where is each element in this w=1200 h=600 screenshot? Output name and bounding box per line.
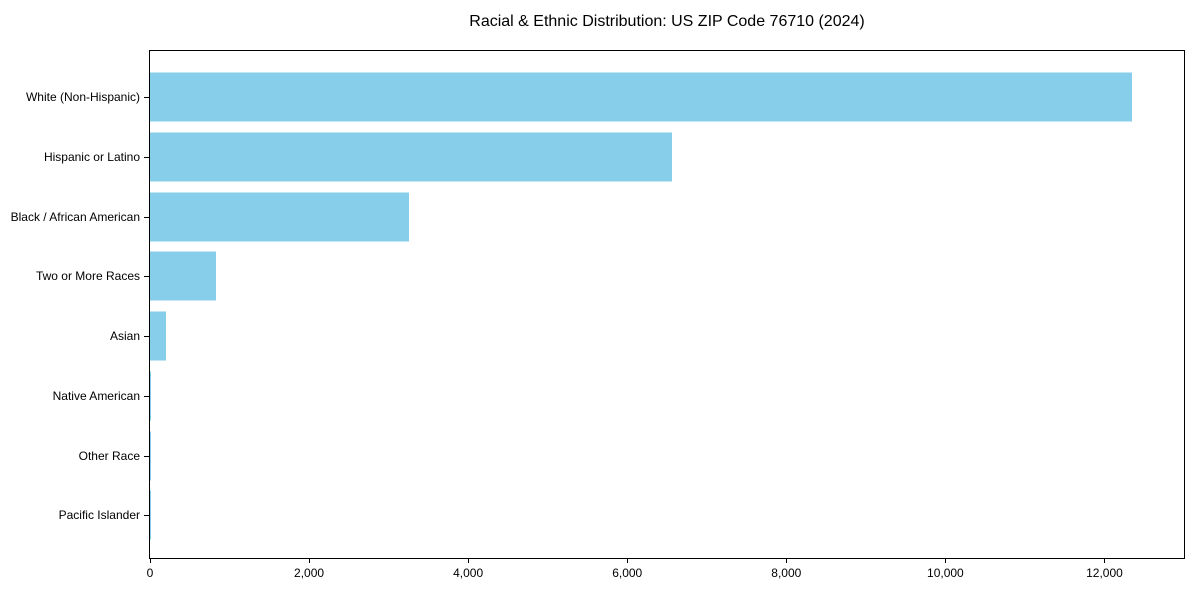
x-tick-label: 0 <box>146 566 154 580</box>
bar-row: Hispanic or Latino <box>44 127 1184 187</box>
bar-row: Two or More Races <box>36 247 1184 307</box>
x-tick-label: 4,000 <box>453 566 484 580</box>
x-axis-tick <box>309 559 311 563</box>
y-tick-label: Asian <box>109 329 140 344</box>
bar-row: Pacific Islander <box>59 485 1184 545</box>
y-tick-label: Black / African American <box>10 209 140 224</box>
y-tick-label: Native American <box>52 388 140 403</box>
y-axis-tick <box>144 276 149 278</box>
x-axis-tick <box>945 559 947 563</box>
bar <box>150 192 410 242</box>
x-tick-label: 10,000 <box>927 566 964 580</box>
y-axis-tick <box>144 97 149 99</box>
bar-row: Native American <box>53 366 1184 426</box>
y-tick-label: Pacific Islander <box>58 508 140 523</box>
bars-layer: White (Non-Hispanic) Hispanic or Latino Bl… <box>11 51 1184 558</box>
y-tick-label: Two or More Races <box>35 269 140 284</box>
x-axis-tick <box>150 559 151 563</box>
bar-row: Other Race <box>79 426 1184 486</box>
y-axis-tick <box>144 336 149 338</box>
x-axis-tick <box>786 559 788 563</box>
y-axis-tick <box>144 216 149 218</box>
bar <box>150 251 217 301</box>
y-axis-tick <box>144 157 149 159</box>
x-axis-tick <box>627 559 629 563</box>
y-axis-tick <box>144 395 149 397</box>
x-axis-tick <box>1104 559 1106 563</box>
bar <box>150 371 152 421</box>
x-tick-label: 2,000 <box>294 566 325 580</box>
x-tick-label: 12,000 <box>1086 566 1123 580</box>
chart-title: Racial & Ethnic Distribution: US ZIP Cod… <box>469 13 865 30</box>
y-tick-label: Hispanic or Latino <box>43 150 140 165</box>
x-tick-label: 8,000 <box>771 566 802 580</box>
y-axis-tick <box>144 455 149 457</box>
bar <box>150 311 166 361</box>
plot-area: White (Non-Hispanic) Hispanic or Latino Bl… <box>11 50 1185 580</box>
bar <box>150 431 151 481</box>
bar-row: Black / African American <box>11 187 1184 247</box>
x-tick-label: 6,000 <box>612 566 643 580</box>
y-tick-label: White (Non-Hispanic) <box>25 90 140 105</box>
bar <box>150 72 1133 122</box>
bar <box>150 132 672 182</box>
x-axis-tick <box>468 559 470 563</box>
y-tick-label: Other Race <box>78 448 140 463</box>
bar-row: White (Non-Hispanic) <box>26 68 1184 128</box>
y-axis-tick <box>144 515 149 517</box>
bar-row: Asian <box>110 306 1184 366</box>
